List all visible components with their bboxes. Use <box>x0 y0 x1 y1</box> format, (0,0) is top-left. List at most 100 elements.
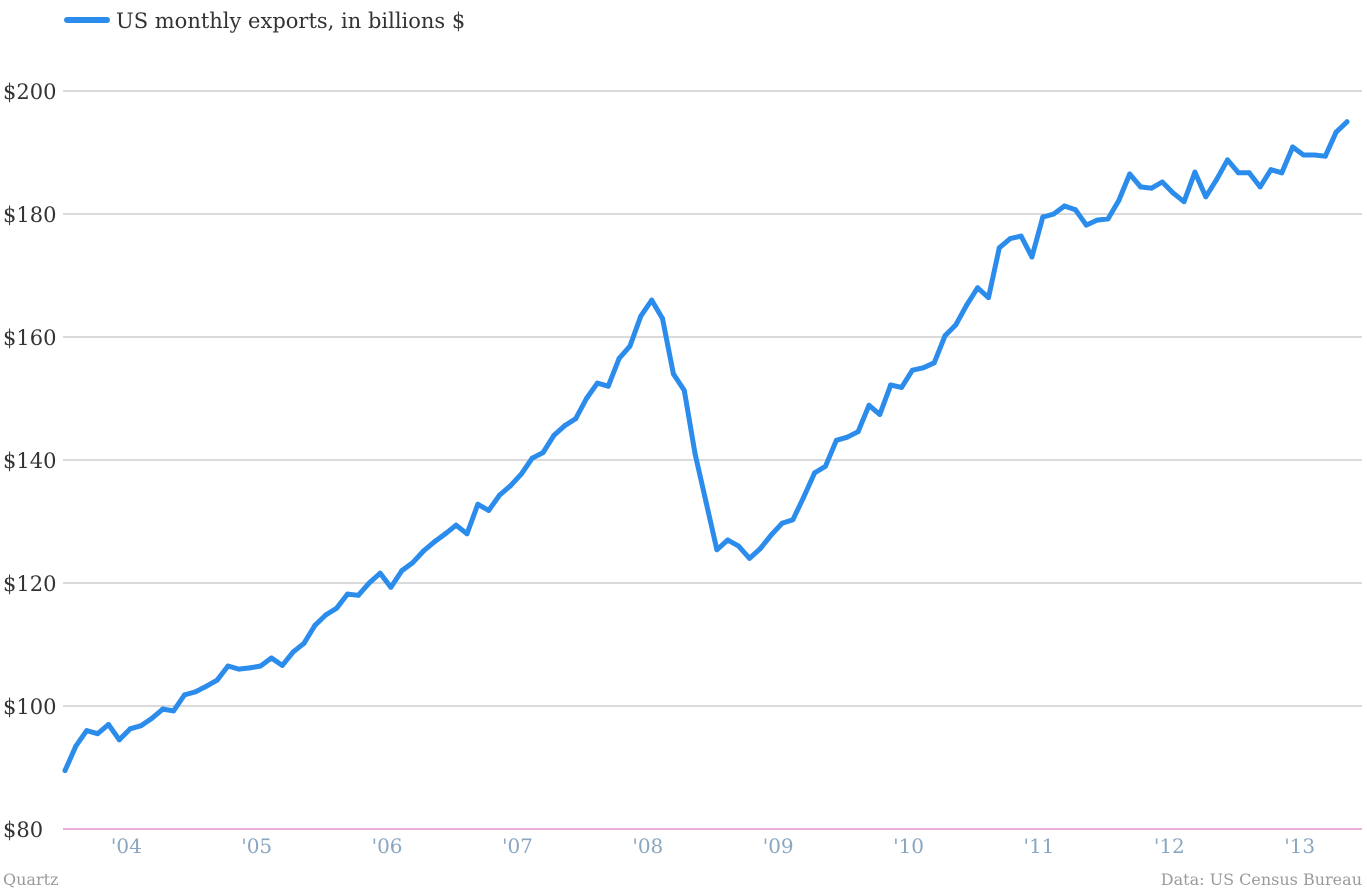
series-line-us-exports <box>62 119 1350 774</box>
data-point <box>573 416 579 422</box>
data-point <box>1246 170 1252 176</box>
data-point <box>616 356 622 362</box>
data-point <box>1148 185 1154 191</box>
data-point <box>149 715 155 721</box>
data-point <box>975 285 981 291</box>
x-tick-label: '07 <box>502 834 533 858</box>
data-point <box>127 726 133 732</box>
data-point <box>247 665 253 671</box>
data-point <box>703 499 709 505</box>
data-point <box>225 663 231 669</box>
x-tick-label: '13 <box>1284 834 1315 858</box>
data-point <box>964 302 970 308</box>
y-axis-tick-labels: $80 $100 $120 $140 $160 $180 $200 <box>3 80 56 842</box>
data-point <box>1170 190 1176 196</box>
data-point <box>909 367 915 373</box>
data-point <box>192 689 198 695</box>
data-point <box>888 382 894 388</box>
data-point <box>1224 157 1230 163</box>
data-point <box>877 411 883 417</box>
credit-quartz: Quartz <box>3 870 58 889</box>
data-point <box>833 437 839 443</box>
data-points <box>62 119 1350 774</box>
data-point <box>1268 167 1274 173</box>
data-point <box>1072 207 1078 213</box>
data-point <box>1051 211 1057 217</box>
data-point <box>1018 233 1024 239</box>
data-point <box>920 365 926 371</box>
data-point <box>1203 194 1209 200</box>
data-point <box>736 543 742 549</box>
data-point <box>377 570 383 576</box>
data-point <box>768 532 774 538</box>
data-point <box>486 507 492 513</box>
data-point <box>203 683 209 689</box>
data-point <box>1138 184 1144 190</box>
x-tick-label: '06 <box>372 834 403 858</box>
data-point <box>1007 236 1013 242</box>
data-point <box>73 743 79 749</box>
data-point <box>757 546 763 552</box>
data-point <box>681 388 687 394</box>
data-point <box>1311 152 1317 158</box>
data-point <box>1301 152 1307 158</box>
data-point <box>105 721 111 727</box>
x-axis-tick-labels: '04 '05 '06 '07 '08 '09 '10 '11 '12 '13 <box>111 834 1315 858</box>
data-point <box>953 322 959 328</box>
data-point <box>279 662 285 668</box>
data-point <box>670 371 676 377</box>
data-point <box>410 560 416 566</box>
data-point <box>540 450 546 456</box>
data-point <box>692 451 698 457</box>
data-point <box>551 432 557 438</box>
data-point <box>1116 197 1122 203</box>
data-point <box>399 568 405 574</box>
data-point <box>518 471 524 477</box>
data-point <box>453 522 459 528</box>
data-point <box>507 483 513 489</box>
gridlines <box>63 90 1362 830</box>
data-point <box>464 531 470 537</box>
data-point <box>714 547 720 553</box>
data-point <box>627 343 633 349</box>
data-point <box>1159 179 1165 185</box>
credit-data-source: Data: US Census Bureau <box>1161 870 1362 889</box>
data-point <box>746 555 752 561</box>
data-point <box>649 297 655 303</box>
data-point <box>1333 129 1339 135</box>
y-tick-label: $180 <box>3 203 56 227</box>
data-point <box>801 494 807 500</box>
data-point <box>160 706 166 712</box>
data-point <box>779 520 785 526</box>
data-point <box>942 333 948 339</box>
data-point <box>366 580 372 586</box>
data-point <box>899 384 905 390</box>
data-point <box>1257 184 1263 190</box>
data-point <box>1214 177 1220 183</box>
data-point <box>823 463 829 469</box>
data-point <box>442 531 448 537</box>
data-point <box>562 423 568 429</box>
data-point <box>1127 171 1133 177</box>
data-point <box>1322 153 1328 159</box>
data-point <box>301 640 307 646</box>
data-point <box>1083 222 1089 228</box>
data-point <box>62 768 68 774</box>
data-point <box>1029 254 1035 260</box>
data-point <box>1062 203 1068 209</box>
data-point <box>268 655 274 661</box>
data-point <box>355 592 361 598</box>
x-tick-label: '11 <box>1023 834 1054 858</box>
data-point <box>116 737 122 743</box>
data-point <box>1105 216 1111 222</box>
data-point <box>1235 170 1241 176</box>
data-point <box>1344 119 1350 125</box>
data-point <box>660 316 666 322</box>
data-point <box>866 402 872 408</box>
data-point <box>529 455 535 461</box>
data-point <box>1279 170 1285 176</box>
data-point <box>312 622 318 628</box>
data-point <box>1094 217 1100 223</box>
data-point <box>95 731 101 737</box>
